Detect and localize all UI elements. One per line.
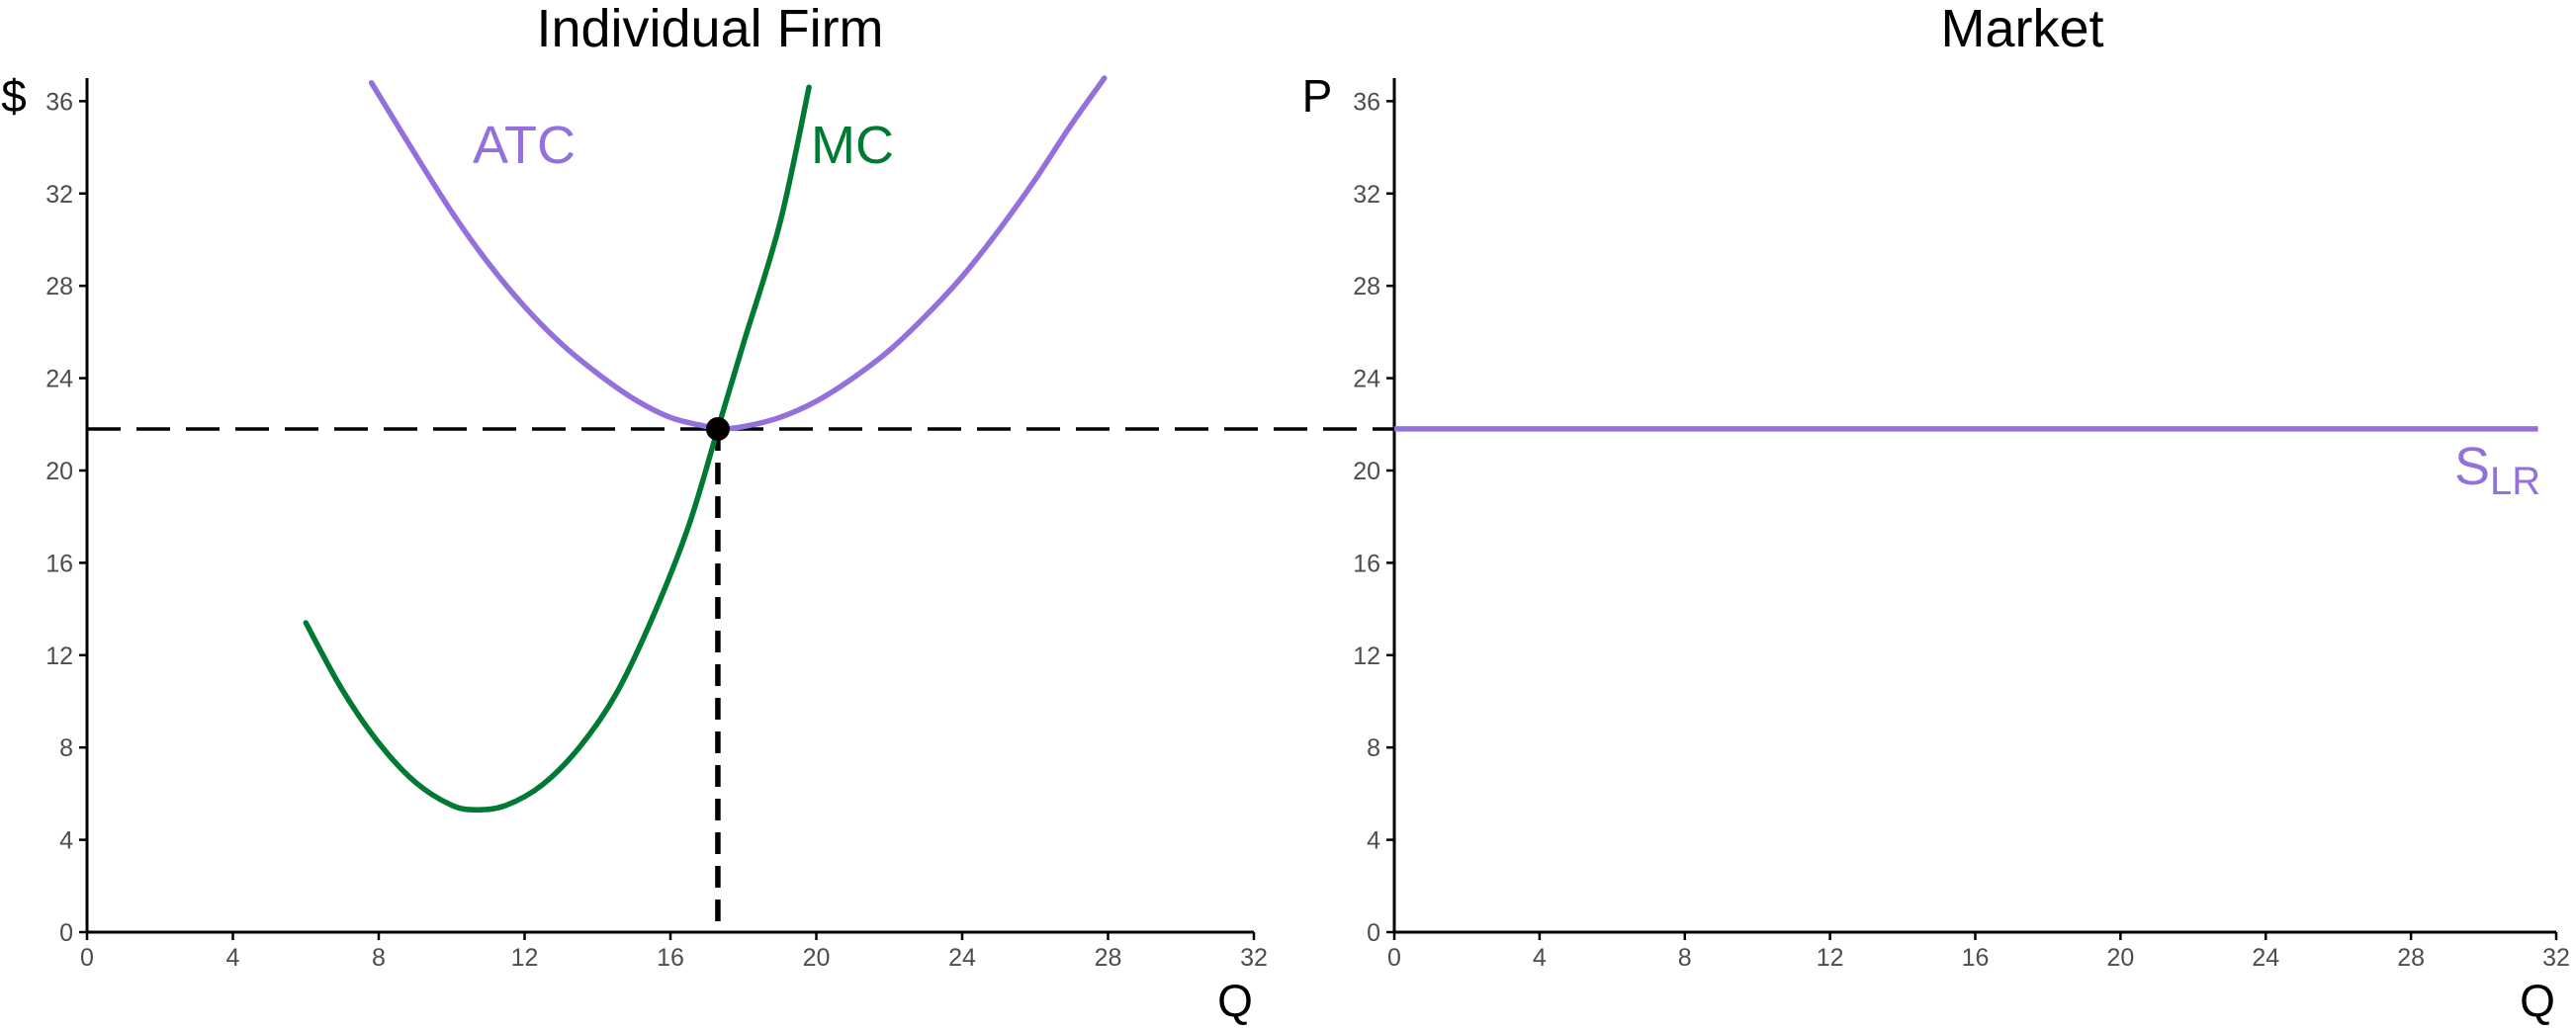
y-tick-label-market: 12 bbox=[1353, 643, 1380, 670]
y-tick-label-firm: 36 bbox=[45, 88, 73, 116]
x-tick-label-firm: 20 bbox=[803, 944, 831, 972]
x-tick-label-firm: 4 bbox=[226, 944, 240, 972]
x-tick-label-firm: 28 bbox=[1095, 944, 1122, 972]
x-tick-label-market: 20 bbox=[2106, 944, 2134, 972]
axes-firm: 0 4 8 12 16 20 24 28 32 36 0 4 8 12 16 20 24 28 32 bbox=[45, 78, 1268, 972]
reference-lines-firm bbox=[87, 427, 1394, 932]
y-tick-label-market: 0 bbox=[1367, 919, 1380, 947]
y-tick-label-market: 4 bbox=[1367, 827, 1380, 855]
x-tick-label-firm: 8 bbox=[372, 944, 386, 972]
x-axis-title-market: Q bbox=[2520, 975, 2555, 1026]
x-tick-label-market: 16 bbox=[1962, 944, 1990, 972]
y-tick-label-market: 20 bbox=[1353, 458, 1380, 485]
y-tick-label-market: 36 bbox=[1353, 88, 1380, 116]
x-tick-label-firm: 12 bbox=[511, 944, 539, 972]
y-tick-label-market: 24 bbox=[1353, 366, 1380, 393]
axes-market: 0 4 8 12 16 20 24 28 32 36 0 4 8 12 16 20 24 28 32 bbox=[1353, 78, 2570, 972]
x-tick-label-market: 0 bbox=[1387, 944, 1401, 972]
y-tick-label-market: 8 bbox=[1367, 734, 1380, 762]
y-tick-label-firm: 4 bbox=[59, 827, 73, 855]
y-tick-label-firm: 0 bbox=[59, 919, 73, 947]
y-tick-label-market: 32 bbox=[1353, 181, 1380, 209]
series-label-slr-subscript: LR bbox=[2490, 460, 2540, 503]
panel-individual-firm: Individual Firm $ Q 0 4 8 12 16 20 24 28 32 36 0 4 8… bbox=[1, 0, 1394, 1026]
x-tick-label-market: 28 bbox=[2397, 944, 2425, 972]
y-tick-label-firm: 28 bbox=[45, 273, 73, 300]
series-label-slr: SLR bbox=[2454, 437, 2540, 503]
panel-market: Market P Q 0 4 8 12 16 20 24 28 32 36 0 4 8 12 16 20 24 2… bbox=[1302, 0, 2570, 1026]
series-label-atc: ATC bbox=[473, 116, 576, 175]
y-tick-label-firm: 12 bbox=[45, 643, 73, 670]
x-tick-label-market: 12 bbox=[1817, 944, 1844, 972]
panel-title-market: Market bbox=[1940, 0, 2103, 58]
y-tick-label-firm: 8 bbox=[59, 734, 73, 762]
y-axis-title-market: P bbox=[1302, 70, 1333, 122]
y-tick-label-market: 16 bbox=[1353, 550, 1380, 577]
equilibrium-point bbox=[705, 416, 730, 441]
series-label-mc: MC bbox=[811, 116, 894, 175]
y-tick-label-firm: 16 bbox=[45, 550, 73, 577]
x-tick-label-firm: 0 bbox=[80, 944, 94, 972]
x-tick-label-firm: 16 bbox=[657, 944, 684, 972]
x-tick-label-market: 24 bbox=[2252, 944, 2279, 972]
y-tick-label-firm: 32 bbox=[45, 181, 73, 209]
y-tick-label-market: 28 bbox=[1353, 273, 1380, 300]
equilibrium-group-firm bbox=[705, 416, 730, 441]
x-tick-label-market: 32 bbox=[2542, 944, 2570, 972]
panel-title-firm: Individual Firm bbox=[536, 0, 883, 58]
y-axis-title-firm: $ bbox=[1, 70, 27, 122]
x-tick-label-market: 4 bbox=[1533, 944, 1547, 972]
x-tick-label-market: 8 bbox=[1678, 944, 1692, 972]
series-label-slr-main: S bbox=[2454, 437, 2490, 496]
x-tick-label-firm: 32 bbox=[1240, 944, 1268, 972]
x-axis-title-firm: Q bbox=[1217, 975, 1253, 1026]
series-group-firm bbox=[303, 75, 1108, 813]
series-line-mc bbox=[303, 84, 812, 813]
y-tick-label-firm: 24 bbox=[45, 366, 73, 393]
x-tick-label-firm: 24 bbox=[948, 944, 976, 972]
y-tick-label-firm: 20 bbox=[45, 458, 73, 485]
